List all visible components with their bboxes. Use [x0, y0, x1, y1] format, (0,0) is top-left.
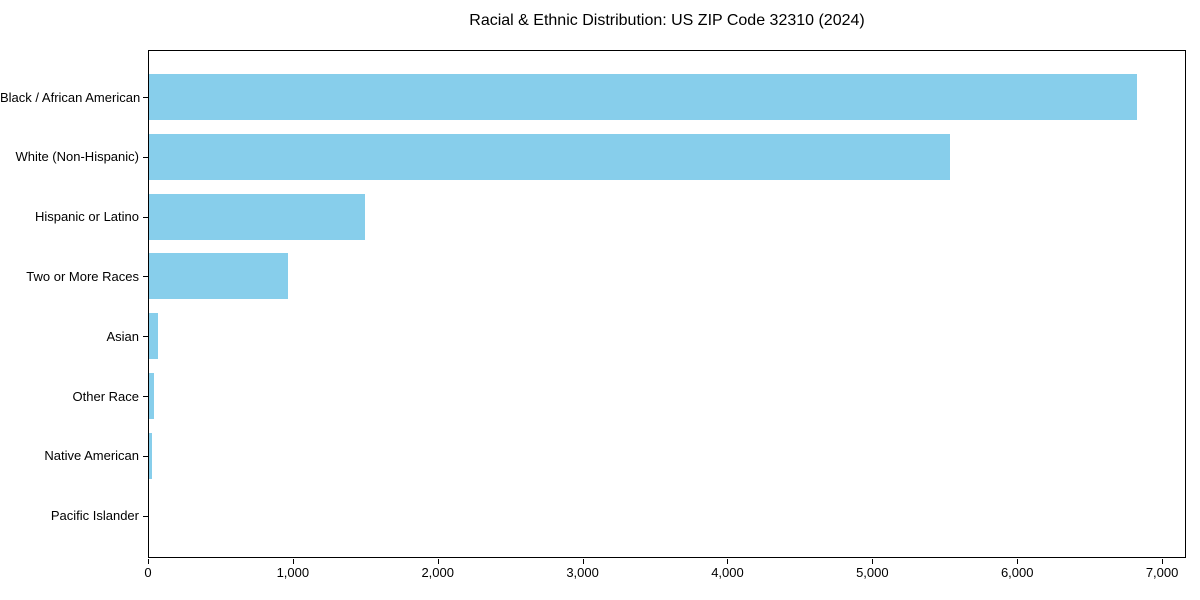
y-tick-label: Native American [44, 448, 139, 464]
x-tick-mark [437, 559, 439, 564]
y-tick-label: Pacific Islander [50, 508, 139, 524]
x-tick-label: 0 [144, 565, 152, 580]
y-tick-label: Black / African American [0, 89, 141, 105]
y-tick-label: Hispanic or Latino [34, 209, 139, 225]
x-tick-label: 4,000 [711, 565, 744, 580]
y-tick-label: White (Non-Hispanic) [15, 149, 139, 165]
x-tick-mark [1017, 559, 1019, 564]
y-tick-mark [143, 97, 148, 98]
x-tick-label: 5,000 [856, 565, 889, 580]
x-tick-label: 6,000 [1000, 565, 1034, 580]
chart-title: Racial & Ethnic Distribution: US ZIP Cod… [469, 12, 865, 29]
bar-white-non-hispanic [149, 133, 951, 180]
bar-native-american [149, 432, 152, 479]
y-tick-mark [143, 156, 148, 158]
bar-other-race [149, 373, 155, 419]
y-tick-mark [143, 276, 148, 278]
y-tick-mark [143, 396, 148, 397]
x-tick-label: 1,000 [276, 565, 310, 580]
y-tick-label: Asian [106, 328, 139, 344]
x-tick-mark [582, 559, 584, 564]
x-tick-mark [292, 559, 294, 564]
y-tick-mark [143, 216, 148, 218]
y-tick-mark [143, 455, 148, 457]
x-tick-mark [727, 559, 729, 564]
y-tick-mark [143, 336, 148, 338]
bar-asian [149, 313, 159, 360]
x-tick-mark [148, 559, 149, 564]
x-tick-mark [872, 559, 874, 564]
plot-area [148, 50, 1186, 558]
x-tick-label: 7,000 [1145, 565, 1179, 580]
bar-hispanic-or-latino [149, 193, 365, 240]
x-tick-mark [1162, 559, 1164, 564]
y-tick-label: Two or More Races [26, 268, 139, 284]
x-tick-label: 3,000 [566, 565, 599, 580]
y-tick-label: Other Race [72, 388, 139, 404]
bar-black-african-american [149, 74, 1138, 120]
y-tick-mark [143, 515, 148, 517]
bar-two-or-more-races [149, 253, 289, 300]
x-tick-label: 2,000 [421, 565, 454, 580]
